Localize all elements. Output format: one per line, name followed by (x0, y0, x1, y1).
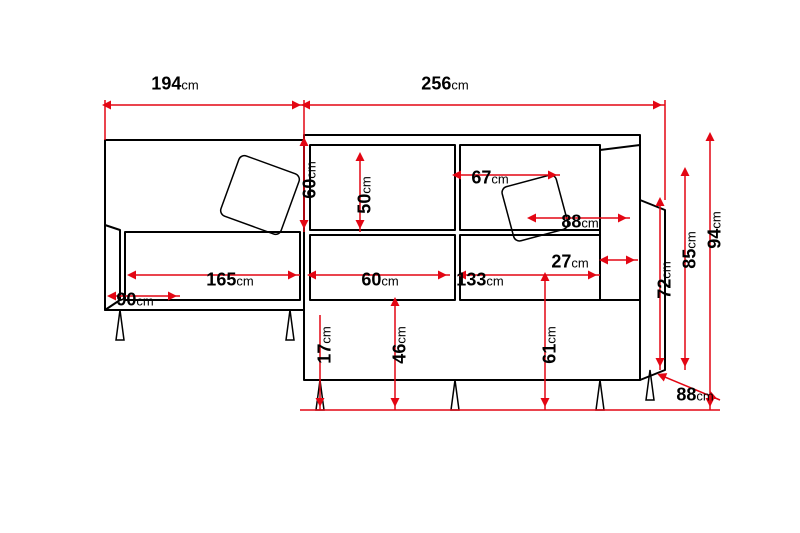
dimension-unit: cm (696, 389, 713, 404)
dimension-label-d88: 88cm (676, 385, 713, 406)
dimension-label-w165: 165cm (206, 270, 253, 291)
dimension-unit: cm (491, 172, 508, 187)
dimension-unit: cm (684, 231, 699, 248)
dimension-label-h46: 46cm (390, 326, 411, 363)
dimension-unit: cm (709, 211, 724, 228)
dimension-unit: cm (236, 274, 253, 289)
dimension-unit: cm (571, 256, 588, 271)
dimension-label-h50: 50cm (355, 176, 376, 213)
dimension-label-h94: 94cm (705, 211, 726, 248)
dimension-label-h60: 60cm (300, 161, 321, 198)
dimension-value: 60 (300, 179, 320, 199)
dimension-unit: cm (544, 326, 559, 343)
sofa-outline (310, 145, 455, 230)
dimension-label-w60b: 60cm (361, 270, 398, 291)
dimension-value: 50 (355, 194, 375, 214)
dimension-value: 194 (151, 74, 181, 94)
dimension-value: 60 (361, 270, 381, 290)
dimension-value: 72 (655, 279, 675, 299)
dimension-unit: cm (181, 78, 198, 93)
dimension-unit: cm (581, 216, 598, 231)
dimension-label-w133: 133cm (456, 270, 503, 291)
dimension-value: 165 (206, 270, 236, 290)
dimension-label-h17: 17cm (315, 326, 336, 363)
dimension-label-w194: 194cm (151, 74, 198, 95)
dimension-unit: cm (486, 274, 503, 289)
dimension-value: 67 (471, 168, 491, 188)
dimension-label-w90: 90cm (116, 290, 153, 311)
dimension-value: 88 (676, 385, 696, 405)
dimension-unit: cm (381, 274, 398, 289)
dimension-unit: cm (394, 326, 409, 343)
dimension-unit: cm (451, 78, 468, 93)
dimension-value: 85 (680, 249, 700, 269)
dimension-label-w88b: 88cm (561, 212, 598, 233)
dimension-value: 133 (456, 270, 486, 290)
sofa-leg (116, 310, 124, 340)
dimension-unit: cm (319, 326, 334, 343)
dimension-label-w67: 67cm (471, 168, 508, 189)
dimension-value: 256 (421, 74, 451, 94)
dimension-label-w256: 256cm (421, 74, 468, 95)
dimension-unit: cm (359, 176, 374, 193)
dimension-label-h72: 72cm (655, 261, 676, 298)
dimension-value: 88 (561, 212, 581, 232)
dimension-label-w27: 27cm (551, 252, 588, 273)
dimension-unit: cm (659, 261, 674, 278)
sofa-leg (451, 380, 459, 410)
pillow (219, 154, 301, 236)
dimension-unit: cm (304, 161, 319, 178)
sofa-leg (596, 380, 604, 410)
sofa-outline (600, 145, 640, 300)
dimension-unit: cm (136, 294, 153, 309)
dimension-label-h85: 85cm (680, 231, 701, 268)
dimension-value: 61 (540, 344, 560, 364)
dimension-value: 27 (551, 252, 571, 272)
dimension-value: 94 (705, 229, 725, 249)
dimension-value: 90 (116, 290, 136, 310)
sofa-leg (286, 310, 294, 340)
pillow (501, 174, 570, 243)
dimension-value: 46 (390, 344, 410, 364)
dimension-label-h61: 61cm (540, 326, 561, 363)
dimension-value: 17 (315, 344, 335, 364)
